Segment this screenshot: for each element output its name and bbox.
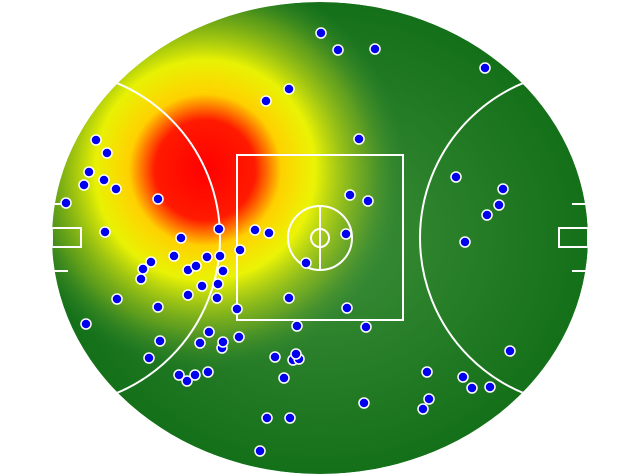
point [369, 43, 381, 55]
point [194, 337, 206, 349]
point [214, 250, 226, 262]
point [358, 397, 370, 409]
point [450, 171, 462, 183]
point [234, 244, 246, 256]
point [315, 27, 327, 39]
point [360, 321, 372, 333]
point [137, 263, 149, 275]
point [423, 393, 435, 405]
point [211, 292, 223, 304]
point [479, 62, 491, 74]
point [60, 197, 72, 209]
point [231, 303, 243, 315]
left-goal-square [52, 227, 82, 248]
point [189, 369, 201, 381]
point [212, 278, 224, 290]
point [111, 293, 123, 305]
point [182, 289, 194, 301]
point [484, 381, 496, 393]
point [278, 372, 290, 384]
point [459, 236, 471, 248]
point [421, 366, 433, 378]
point [504, 345, 516, 357]
point [300, 257, 312, 269]
points [60, 27, 516, 457]
point [101, 147, 113, 159]
point [269, 351, 281, 363]
point [202, 366, 214, 378]
point [135, 273, 147, 285]
point [217, 336, 229, 348]
point [83, 166, 95, 178]
point [254, 445, 266, 457]
right-arc [419, 69, 588, 407]
point [98, 174, 110, 186]
point [78, 179, 90, 191]
point [353, 133, 365, 145]
point [290, 348, 302, 360]
point [466, 382, 478, 394]
point [143, 352, 155, 364]
right-goal-square [558, 227, 588, 248]
point [99, 226, 111, 238]
point [90, 134, 102, 146]
point [168, 250, 180, 262]
point [217, 265, 229, 277]
point [332, 44, 344, 56]
point [417, 403, 429, 415]
point [145, 256, 157, 268]
point [196, 280, 208, 292]
point [249, 224, 261, 236]
point [110, 183, 122, 195]
point [181, 375, 193, 387]
point [80, 318, 92, 330]
point [154, 335, 166, 347]
point [173, 369, 185, 381]
point [344, 189, 356, 201]
point [190, 260, 202, 272]
point [284, 412, 296, 424]
point [260, 95, 272, 107]
point [341, 302, 353, 314]
point [340, 228, 352, 240]
point [213, 223, 225, 235]
point [493, 199, 505, 211]
point [283, 83, 295, 95]
centre-square [236, 154, 404, 321]
point [362, 195, 374, 207]
point [261, 412, 273, 424]
point [263, 227, 275, 239]
point [291, 320, 303, 332]
point [233, 331, 245, 343]
left-arc [52, 69, 221, 407]
point [203, 326, 215, 338]
point [497, 183, 509, 195]
point [152, 301, 164, 313]
point [481, 209, 493, 221]
point [457, 371, 469, 383]
point [175, 232, 187, 244]
point [152, 193, 164, 205]
point [283, 292, 295, 304]
point [201, 251, 213, 263]
